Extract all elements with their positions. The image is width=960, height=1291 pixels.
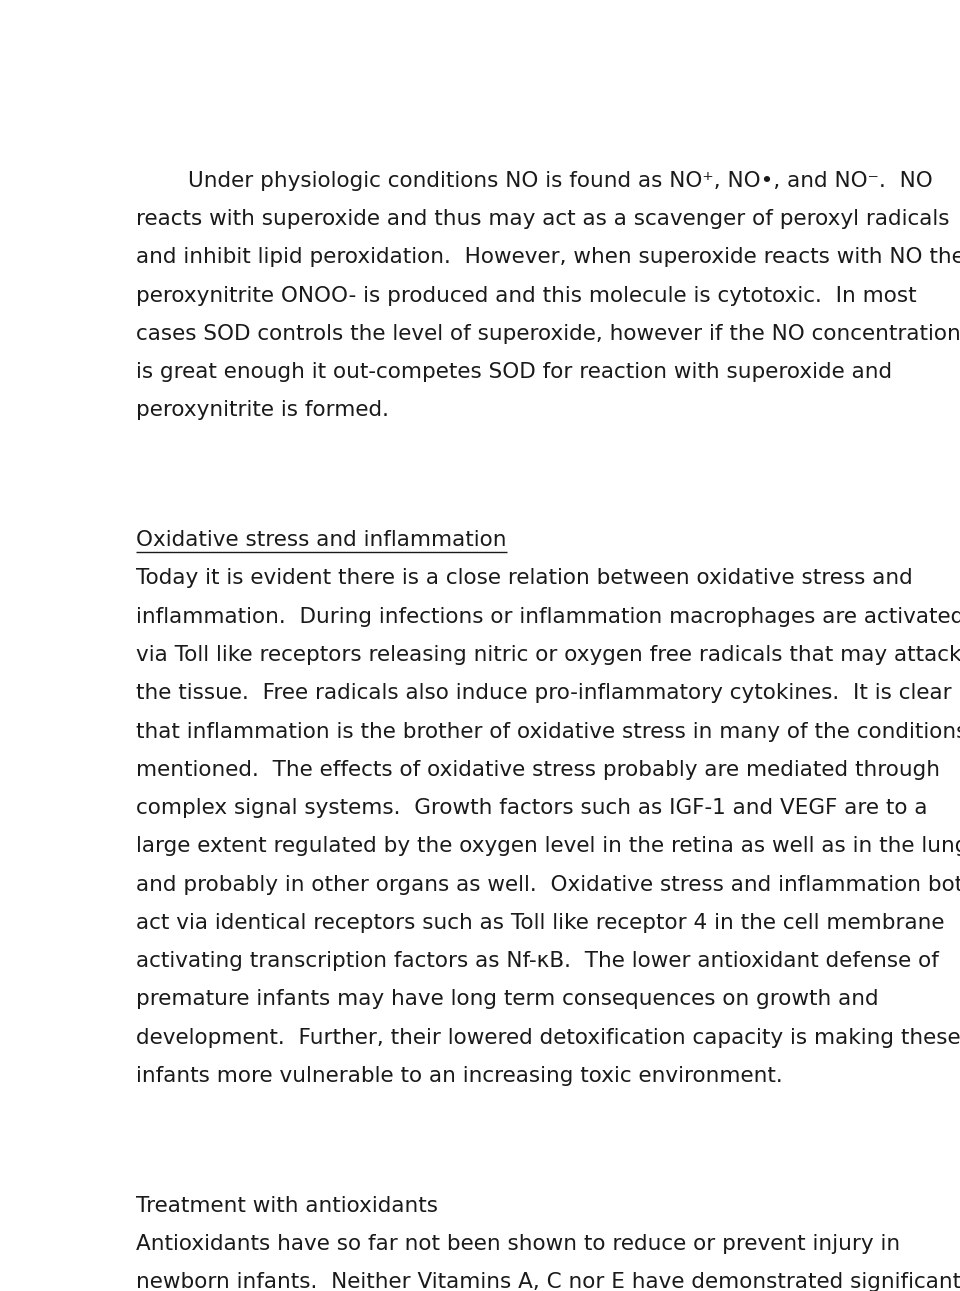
Text: infants more vulnerable to an increasing toxic environment.: infants more vulnerable to an increasing… (136, 1066, 783, 1086)
Text: and inhibit lipid peroxidation.  However, when superoxide reacts with NO the: and inhibit lipid peroxidation. However,… (136, 248, 960, 267)
Text: activating transcription factors as Nf-κB.  The lower antioxidant defense of: activating transcription factors as Nf-κ… (136, 951, 939, 971)
Text: Under physiologic conditions NO is found as NO⁺, NO•, and NO⁻.  NO: Under physiologic conditions NO is found… (188, 170, 933, 191)
Text: is great enough it out-competes SOD for reaction with superoxide and: is great enough it out-competes SOD for … (136, 363, 893, 382)
Text: newborn infants.  Neither Vitamins A, C nor E have demonstrated significant: newborn infants. Neither Vitamins A, C n… (136, 1272, 960, 1291)
Text: reacts with superoxide and thus may act as a scavenger of peroxyl radicals: reacts with superoxide and thus may act … (136, 209, 949, 229)
Text: that inflammation is the brother of oxidative stress in many of the conditions: that inflammation is the brother of oxid… (136, 722, 960, 741)
Text: inflammation.  During infections or inflammation macrophages are activated: inflammation. During infections or infla… (136, 607, 960, 626)
Text: and probably in other organs as well.  Oxidative stress and inflammation both: and probably in other organs as well. Ox… (136, 874, 960, 895)
Text: peroxynitrite ONOO- is produced and this molecule is cytotoxic.  In most: peroxynitrite ONOO- is produced and this… (136, 285, 917, 306)
Text: act via identical receptors such as Toll like receptor 4 in the cell membrane: act via identical receptors such as Toll… (136, 913, 945, 933)
Text: large extent regulated by the oxygen level in the retina as well as in the lung: large extent regulated by the oxygen lev… (136, 837, 960, 856)
Text: mentioned.  The effects of oxidative stress probably are mediated through: mentioned. The effects of oxidative stre… (136, 760, 941, 780)
Text: peroxynitrite is formed.: peroxynitrite is formed. (136, 400, 390, 421)
Text: Antioxidants have so far not been shown to reduce or prevent injury in: Antioxidants have so far not been shown … (136, 1234, 900, 1254)
Text: complex signal systems.  Growth factors such as IGF-1 and VEGF are to a: complex signal systems. Growth factors s… (136, 798, 928, 818)
Text: via Toll like receptors releasing nitric or oxygen free radicals that may attack: via Toll like receptors releasing nitric… (136, 646, 960, 665)
Text: Treatment with antioxidants: Treatment with antioxidants (136, 1195, 439, 1216)
Text: the tissue.  Free radicals also induce pro-inflammatory cytokines.  It is clear: the tissue. Free radicals also induce pr… (136, 683, 952, 704)
Text: premature infants may have long term consequences on growth and: premature infants may have long term con… (136, 989, 879, 1010)
Text: Today it is evident there is a close relation between oxidative stress and: Today it is evident there is a close rel… (136, 568, 913, 589)
Text: cases SOD controls the level of superoxide, however if the NO concentration: cases SOD controls the level of superoxi… (136, 324, 960, 343)
Text: Oxidative stress and inflammation: Oxidative stress and inflammation (136, 531, 507, 550)
Text: development.  Further, their lowered detoxification capacity is making these: development. Further, their lowered deto… (136, 1028, 960, 1048)
